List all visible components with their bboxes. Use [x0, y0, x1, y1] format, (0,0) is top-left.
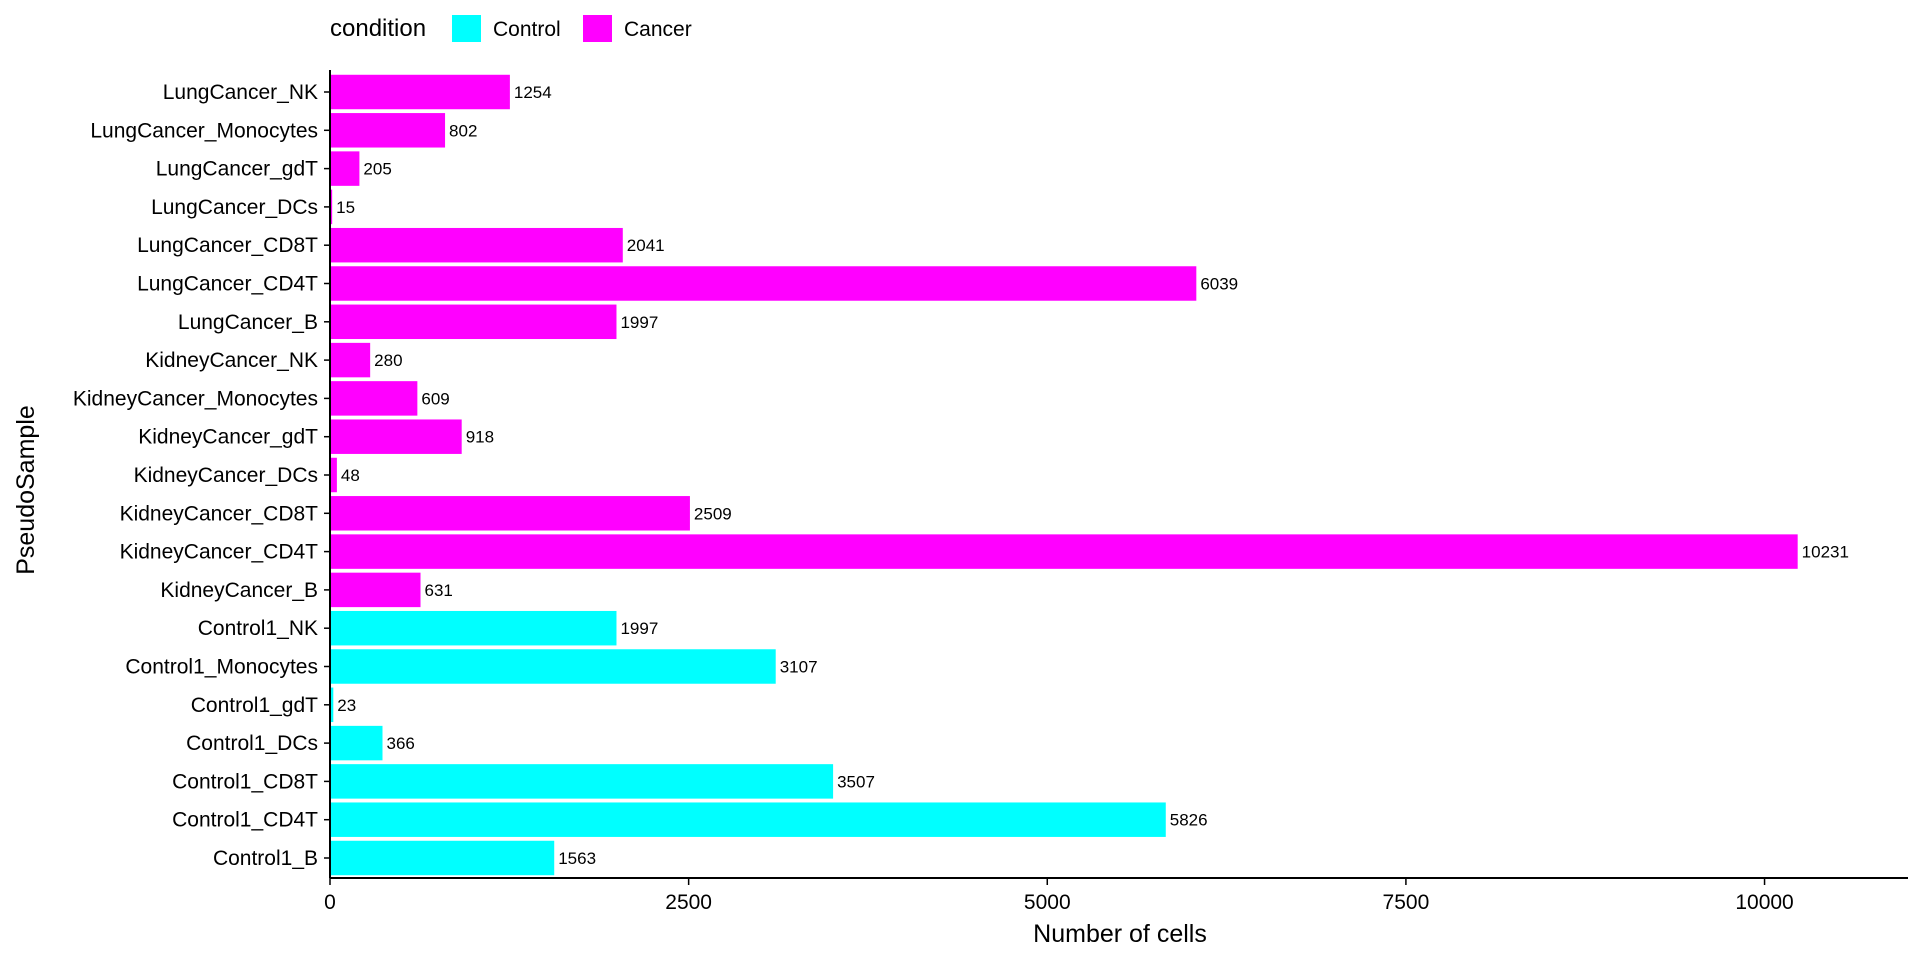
bar-Control1_B [330, 840, 555, 876]
bar-LungCancer_DCs [330, 189, 333, 225]
bar-Control1_gdT [330, 687, 334, 723]
bar-value-label-KidneyCancer_CD4T: 10231 [1802, 543, 1849, 562]
bar-value-label-LungCancer_gdT: 205 [363, 160, 391, 179]
bar-value-label-LungCancer_CD8T: 2041 [627, 236, 665, 255]
bar-value-labels: 1254 802 205 15 2041 6039 1997 280 609 918 48 2509 1… [336, 83, 1849, 868]
y-tick-label-Control1_gdT: Control1_gdT [191, 694, 318, 717]
bar-value-label-Control1_B: 1563 [558, 849, 596, 868]
y-tick-label-KidneyCancer_CD4T: KidneyCancer_CD4T [120, 541, 319, 564]
bar-LungCancer_B [330, 304, 617, 340]
bar-value-label-Control1_CD8T: 3507 [837, 772, 875, 791]
legend-label-Cancer: Cancer [624, 18, 692, 41]
axes: LungCancer_NK LungCancer_Monocytes LungCan… [73, 70, 1908, 914]
x-tick-label-5000: 5000 [1024, 891, 1071, 914]
bar-value-label-Control1_DCs: 366 [387, 734, 415, 753]
bar-value-label-KidneyCancer_gdT: 918 [466, 428, 494, 447]
y-tick-label-Control1_Monocytes: Control1_Monocytes [125, 656, 318, 679]
y-tick-label-LungCancer_CD8T: LungCancer_CD8T [137, 234, 318, 257]
x-axis-title: Number of cells [1033, 920, 1207, 948]
bar-value-label-KidneyCancer_DCs: 48 [341, 466, 360, 485]
bar-Control1_NK [330, 610, 617, 646]
y-tick-label-LungCancer_DCs: LungCancer_DCs [151, 196, 318, 219]
bar-value-label-Control1_Monocytes: 3107 [780, 658, 818, 677]
bar-value-label-KidneyCancer_Monocytes: 609 [421, 389, 449, 408]
bar-value-label-LungCancer_DCs: 15 [336, 198, 355, 217]
bar-Control1_DCs [330, 725, 383, 761]
bar-LungCancer_Monocytes [330, 113, 446, 148]
y-tick-label-KidneyCancer_B: KidneyCancer_B [160, 579, 318, 602]
bar-KidneyCancer_gdT [330, 419, 462, 454]
bar-KidneyCancer_CD8T [330, 496, 690, 531]
bar-KidneyCancer_B [330, 572, 421, 608]
bar-LungCancer_NK [330, 74, 510, 110]
legend-title: condition [330, 15, 426, 42]
bar-Control1_CD8T [330, 764, 834, 799]
y-tick-label-Control1_B: Control1_B [213, 847, 318, 870]
bar-Control1_Monocytes [330, 649, 776, 684]
bar-value-label-Control1_gdT: 23 [337, 696, 356, 715]
y-tick-label-KidneyCancer_Monocytes: KidneyCancer_Monocytes [73, 387, 318, 410]
legend-label-Control: Control [493, 18, 561, 41]
legend-swatch-Cancer [583, 15, 612, 42]
x-tick-label-7500: 7500 [1383, 891, 1430, 914]
y-tick-label-LungCancer_B: LungCancer_B [178, 311, 318, 334]
bar-value-label-LungCancer_NK: 1254 [514, 83, 552, 102]
bar-KidneyCancer_DCs [330, 457, 337, 493]
y-tick-label-Control1_DCs: Control1_DCs [186, 732, 318, 755]
y-tick-label-Control1_CD8T: Control1_CD8T [172, 770, 318, 793]
y-tick-label-Control1_NK: Control1_NK [198, 617, 318, 640]
y-tick-label-KidneyCancer_CD8T: KidneyCancer_CD8T [120, 502, 319, 525]
bar-value-label-KidneyCancer_CD8T: 2509 [694, 504, 732, 523]
legend-swatch-Control [452, 15, 481, 42]
bar-KidneyCancer_Monocytes [330, 381, 418, 416]
bar-value-label-LungCancer_CD4T: 6039 [1200, 275, 1238, 294]
y-tick-label-KidneyCancer_DCs: KidneyCancer_DCs [134, 464, 318, 487]
bar-value-label-LungCancer_Monocytes: 802 [449, 121, 477, 140]
bar-value-label-KidneyCancer_NK: 280 [374, 351, 402, 370]
y-tick-label-LungCancer_NK: LungCancer_NK [163, 81, 318, 104]
x-tick-label-0: 0 [324, 891, 336, 914]
y-tick-label-KidneyCancer_NK: KidneyCancer_NK [145, 349, 318, 372]
y-tick-label-KidneyCancer_gdT: KidneyCancer_gdT [138, 426, 318, 449]
bar-KidneyCancer_NK [330, 342, 371, 378]
bar-Control1_CD4T [330, 802, 1166, 837]
y-tick-label-Control1_CD4T: Control1_CD4T [172, 809, 318, 832]
bar-value-label-Control1_CD4T: 5826 [1170, 811, 1208, 830]
y-tick-label-LungCancer_Monocytes: LungCancer_Monocytes [90, 119, 318, 142]
y-tick-label-LungCancer_gdT: LungCancer_gdT [156, 158, 318, 181]
bars [330, 74, 1798, 876]
bar-value-label-KidneyCancer_B: 631 [425, 581, 453, 600]
y-tick-label-LungCancer_CD4T: LungCancer_CD4T [137, 273, 318, 296]
bar-LungCancer_gdT [330, 151, 360, 186]
bar-value-label-LungCancer_B: 1997 [620, 313, 658, 332]
x-tick-label-2500: 2500 [665, 891, 712, 914]
y-axis-title: PseudoSample [12, 405, 40, 575]
bar-value-label-Control1_NK: 1997 [620, 619, 658, 638]
bar-LungCancer_CD4T [330, 266, 1197, 301]
x-tick-label-10000: 10000 [1735, 891, 1793, 914]
bar-KidneyCancer_CD4T [330, 534, 1798, 569]
bar-LungCancer_CD8T [330, 227, 623, 263]
legend: condition Control Cancer [330, 15, 692, 42]
